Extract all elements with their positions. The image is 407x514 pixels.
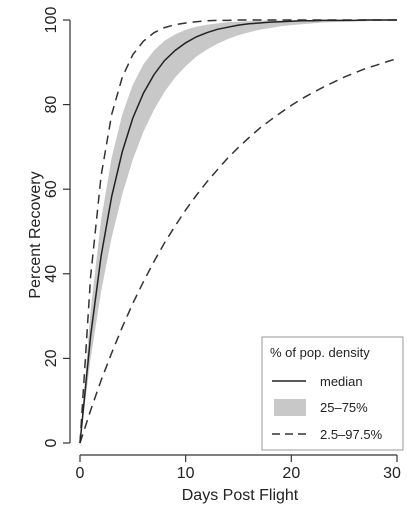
x-tick-label: 0	[76, 465, 85, 482]
legend: % of pop. density median 25–75% 2.5–97.5…	[261, 336, 404, 451]
x-tick-label: 30	[383, 465, 401, 482]
plot-area	[79, 19, 398, 444]
legend-box	[261, 336, 404, 451]
axes	[69, 20, 397, 456]
outer-lower-dashed-line	[79, 57, 398, 444]
x-axis-label: Days Post Flight	[182, 487, 299, 504]
y-tick-label: 100	[43, 7, 60, 34]
y-tick-label: 40	[43, 265, 60, 283]
y-tick-label: 0	[43, 438, 60, 447]
y-tick-label: 20	[43, 349, 60, 367]
x-tick-label: 10	[177, 465, 195, 482]
legend-title: % of pop. density	[270, 345, 370, 360]
ticks: 0 20 40 60 80 100 0 10 20 30	[43, 7, 401, 482]
legend-band-label: 25–75%	[320, 400, 368, 415]
y-tick-label: 60	[43, 180, 60, 198]
y-tick-label: 80	[43, 96, 60, 114]
legend-dashed-label: 2.5–97.5%	[320, 427, 383, 442]
y-axis-label: Percent Recovery	[27, 171, 44, 298]
legend-band-swatch	[274, 399, 306, 416]
legend-median-label: median	[320, 374, 363, 389]
x-tick-label: 20	[282, 465, 300, 482]
median-line	[79, 19, 397, 444]
